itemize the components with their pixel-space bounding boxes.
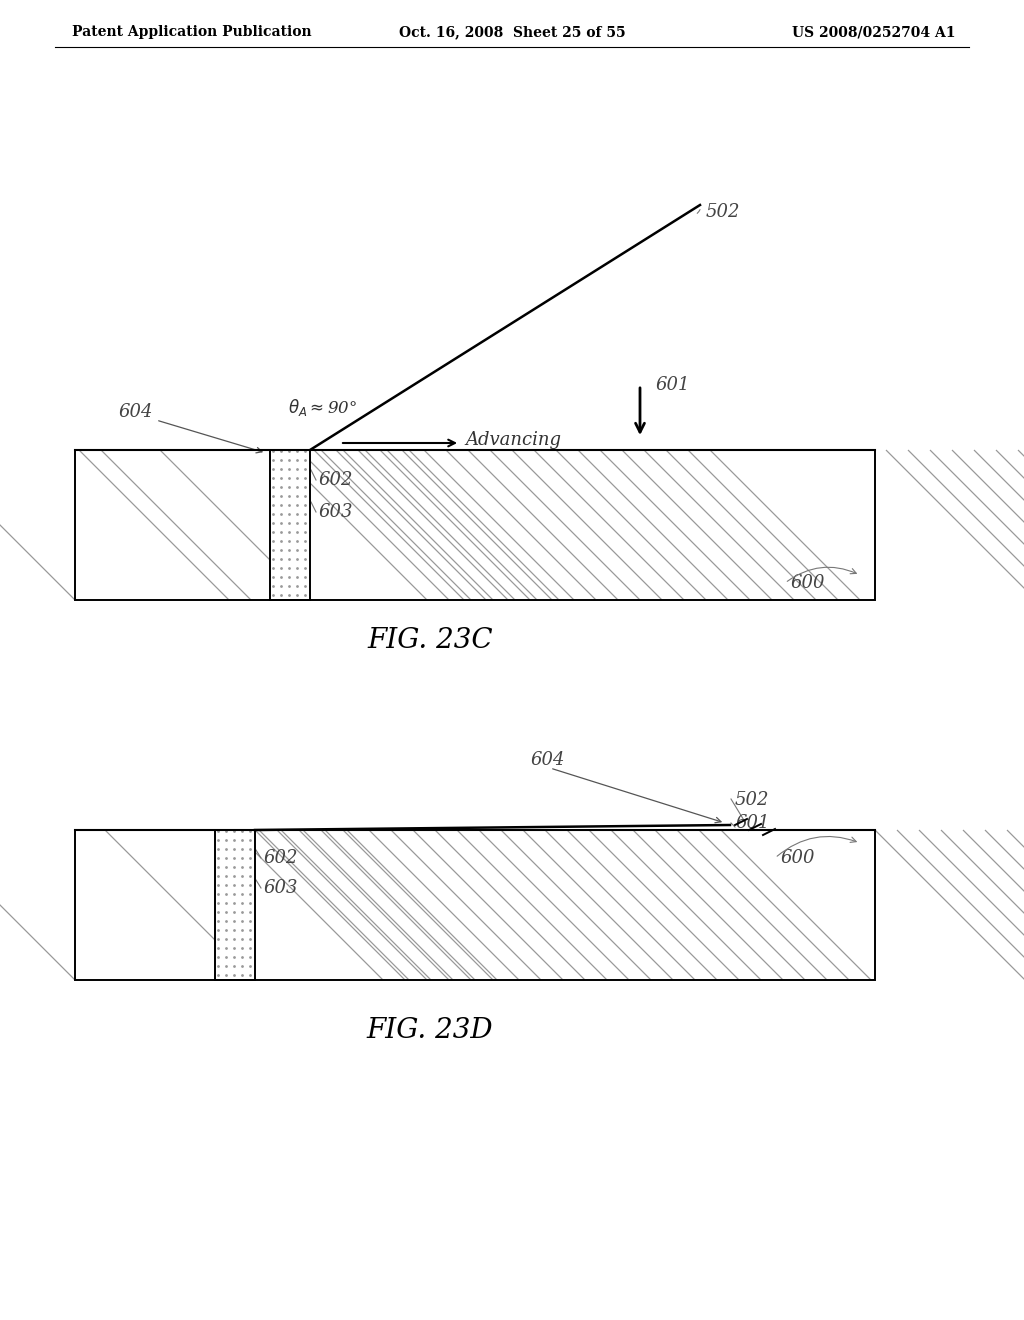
Text: Oct. 16, 2008  Sheet 25 of 55: Oct. 16, 2008 Sheet 25 of 55 — [398, 25, 626, 40]
Bar — [75, 830, 874, 979]
Text: 601: 601 — [735, 814, 769, 832]
Text: 600: 600 — [780, 849, 814, 867]
Text: 502: 502 — [735, 791, 769, 809]
Text: 602: 602 — [263, 849, 298, 867]
Text: 600: 600 — [790, 574, 824, 591]
Text: 604: 604 — [530, 751, 564, 770]
Bar — [215, 830, 255, 979]
Text: FIG. 23D: FIG. 23D — [367, 1016, 494, 1044]
Bar — [270, 450, 310, 601]
Text: FIG. 23C: FIG. 23C — [368, 627, 493, 653]
Text: 603: 603 — [318, 503, 352, 521]
Text: 502: 502 — [706, 203, 740, 220]
Text: US 2008/0252704 A1: US 2008/0252704 A1 — [792, 25, 955, 40]
Bar — [215, 830, 255, 979]
Text: $\theta_A$$\approx$90°: $\theta_A$$\approx$90° — [288, 397, 357, 418]
Text: Advancing: Advancing — [465, 432, 561, 449]
Text: 601: 601 — [655, 376, 689, 393]
Bar — [75, 830, 874, 979]
Text: 602: 602 — [318, 471, 352, 488]
Text: Patent Application Publication: Patent Application Publication — [72, 25, 311, 40]
Text: 603: 603 — [263, 879, 298, 898]
Bar — [270, 450, 310, 601]
Text: 604: 604 — [118, 403, 153, 421]
Bar — [75, 450, 874, 601]
Bar — [75, 450, 874, 601]
